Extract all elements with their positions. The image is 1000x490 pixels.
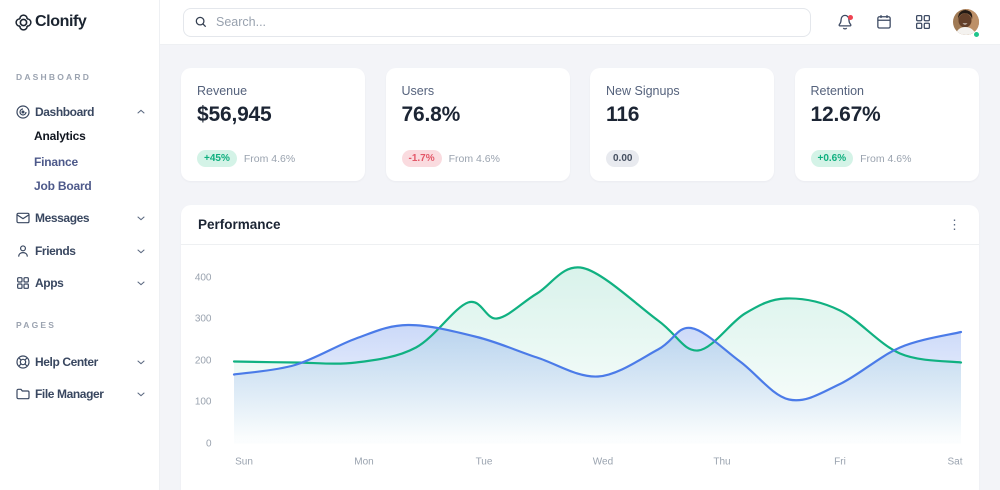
- svg-text:0: 0: [206, 439, 212, 450]
- svg-text:200: 200: [195, 356, 212, 367]
- svg-text:Mon: Mon: [354, 457, 373, 468]
- svg-text:400: 400: [195, 273, 212, 284]
- svg-text:Tue: Tue: [476, 457, 493, 468]
- svg-text:300: 300: [195, 314, 212, 325]
- svg-text:Sun: Sun: [235, 457, 253, 468]
- svg-text:Thu: Thu: [713, 457, 730, 468]
- svg-text:100: 100: [195, 397, 212, 408]
- svg-text:Wed: Wed: [593, 457, 613, 468]
- svg-text:Fri: Fri: [834, 457, 846, 468]
- svg-text:Sat: Sat: [947, 457, 962, 468]
